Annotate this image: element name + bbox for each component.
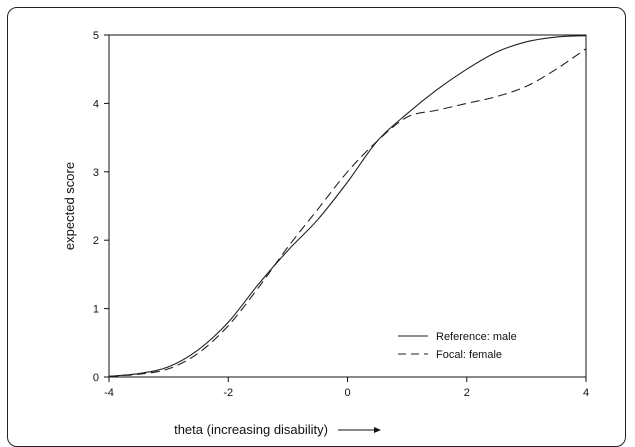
x-tick-label: 4 [583,387,589,399]
y-tick-label: 5 [93,30,99,42]
chart: -4 -2 0 2 4 0 1 2 3 4 5 theta (increasing disabili… [62,30,589,437]
series-line-reference-male [108,35,587,377]
x-tick-label: 0 [344,387,350,399]
series-line-focal-female [108,48,587,377]
y-tick-label: 1 [93,304,99,316]
figure-frame [7,7,626,447]
x-tick-label: 2 [464,387,470,399]
tick-marks [104,34,587,382]
x-axis-arrow-head [374,427,381,433]
y-tick-label: 4 [93,98,99,110]
plot-area-border [108,34,587,378]
x-tick-label: -2 [223,387,233,399]
y-tick-label: 0 [93,372,99,384]
y-axis-label: expected score [62,162,77,250]
series-lines [108,35,587,377]
tick-labels: -4 -2 0 2 4 0 1 2 3 4 5 [93,30,589,399]
x-axis-label: theta (increasing disability) [174,422,328,437]
y-tick-label: 3 [93,167,99,179]
legend: Reference: male Focal: female [398,331,517,361]
y-tick-label: 2 [93,235,99,247]
x-tick-label: -4 [104,387,114,399]
legend-label-focal: Focal: female [436,349,502,361]
legend-label-reference: Reference: male [436,331,517,343]
